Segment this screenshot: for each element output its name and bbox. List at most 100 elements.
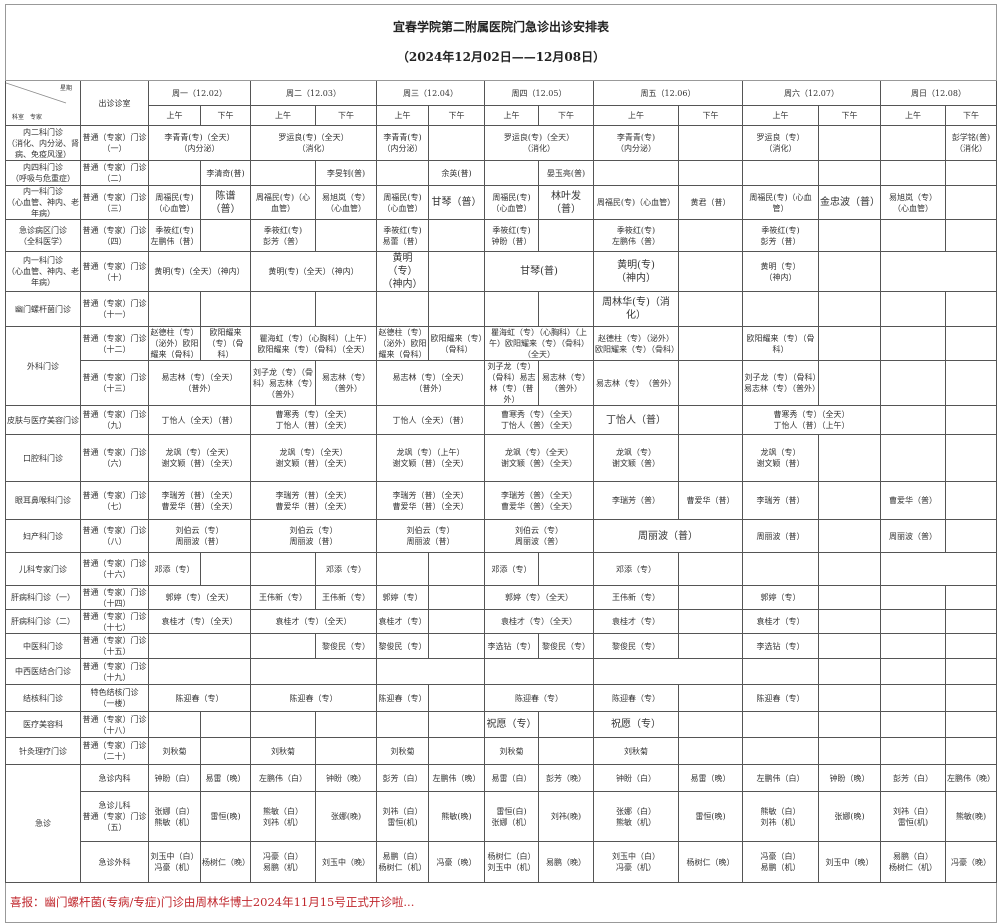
room-cell: 普通（专家）门诊 （七） <box>80 481 149 520</box>
schedule-row: 妇产科门诊 普通（专家）门诊 （八） 刘伯云（专） 周丽波（普） 刘伯云（专） 周丽波… <box>5 519 998 553</box>
schedule-cell: 龙飒（专）（全天） 谢文颖（普）（全天） <box>484 434 594 482</box>
schedule-cell: 雷恒(晚) <box>200 791 251 842</box>
room-cell: 普通（专家）门诊 （十三） <box>80 360 149 406</box>
department-cell: 结核科门诊 <box>5 684 81 712</box>
schedule-cell: 李瑞芳（普）（全天） 曹爱华（普）（全天） <box>376 481 485 520</box>
day-header: 周六（12.07） <box>742 79 881 107</box>
schedule-cell: 张娜(晚) <box>315 791 377 842</box>
pm-header: 下午 <box>200 105 251 126</box>
schedule-cell <box>818 125 881 161</box>
schedule-cell: 熊敏（白） 刘祎（机） <box>250 791 316 842</box>
schedule-cell <box>818 737 881 765</box>
am-header: 上午 <box>742 105 819 126</box>
schedule-cell: 易雷（晚） <box>200 764 251 792</box>
schedule-cell: 龙飒（专） 谢文颖（普） <box>593 434 679 482</box>
day-header-row: 星期 科室 专家 出诊诊室 周一（12.02） 周二（12.03） 周三（12.04… <box>5 79 998 126</box>
footer-row: 喜报：幽门螺杆菌(专病/专症)门诊由周林华博士2024年11月15号正式开诊啦.… <box>4 882 998 923</box>
schedule-cell: 曹寒秀（专）（全天） 丁怡人（普）（全天） <box>250 405 377 435</box>
schedule-cell: 左鹏伟（白） <box>742 764 819 792</box>
schedule-cell: 刘祎（白） 雷恒(机) <box>376 791 429 842</box>
schedule-row: 结核科门诊 特色结核门诊 （一楼） 陈迎春（专） 陈迎春（专） 陈迎春（专） 陈迎春（专）… <box>5 684 998 712</box>
schedule-cell: 龙飒（专）（全天） 谢文颖（普）（全天） <box>148 434 251 482</box>
schedule-cell: 刘秋菊 <box>376 737 429 765</box>
schedule-cell: 周福民(专)（心血管） <box>593 185 679 220</box>
schedule-cell <box>818 481 881 520</box>
schedule-cell <box>678 291 743 327</box>
schedule-cell: 左鹏伟（晚） <box>944 764 998 792</box>
schedule-cell: 刘玉中（晚） <box>818 841 881 883</box>
schedule-cell: 黄明(专)（全天）（神内） <box>250 251 377 292</box>
schedule-cell: 钟盼（白） <box>593 764 679 792</box>
am-header: 上午 <box>376 105 429 126</box>
diagonal-divider <box>6 82 67 104</box>
room-cell: 普通（专家）门诊 （四） <box>80 219 149 252</box>
room-cell: 普通（专家）门诊 （十一） <box>80 291 149 327</box>
schedule-cell <box>593 160 679 186</box>
schedule-cell: 丁怡人（全天）（普） <box>148 405 251 435</box>
schedule-cell: 易志林（专） （普外） <box>593 360 679 406</box>
schedule-cell <box>200 552 251 586</box>
schedule-cell: 杨树仁（白） 刘玉中（机） <box>484 841 539 883</box>
schedule-cell <box>315 737 377 765</box>
schedule-cell: 欧阳耀来（专）（骨科） <box>742 326 819 361</box>
department-cell: 内一科门诊 （心血管、神内、老年病） <box>5 251 81 292</box>
room-cell: 急诊内科 <box>80 764 149 792</box>
schedule-cell <box>944 519 998 553</box>
schedule-cell: 熊敏(晚) <box>428 791 485 842</box>
schedule-cell: 邓添（专） <box>484 552 539 586</box>
schedule-cell: 赵德柱（专）（泌外）欧阳耀来（骨科） <box>148 326 201 361</box>
schedule-cell <box>880 737 946 765</box>
schedule-cell: 陈迎春（专） <box>250 684 377 712</box>
room-cell: 普通（专家）门诊 （九） <box>80 405 149 435</box>
schedule-cell: 冯豪（晚） <box>428 841 485 883</box>
department-cell: 妇产科门诊 <box>5 519 81 553</box>
schedule-cell <box>818 552 881 586</box>
schedule-cell: 李青青(专) （内分泌） <box>376 125 429 161</box>
day-header: 周一（12.02） <box>148 79 251 107</box>
schedule-cell: 黄君（普） <box>678 185 743 220</box>
schedule-cell: 林叶发 （普） <box>538 185 594 220</box>
schedule-cell: 邓添（专） <box>593 552 679 586</box>
schedule-cell <box>428 684 485 712</box>
schedule-cell: 张娜（白） 熊敏（机） <box>593 791 679 842</box>
schedule-cell: 杨树仁（晚） <box>678 841 743 883</box>
department-cell: 口腔科门诊 <box>5 434 81 482</box>
schedule-cell <box>818 326 881 361</box>
schedule-cell <box>200 291 251 327</box>
schedule-cell: 丁怡人（全天）（普） <box>376 405 485 435</box>
schedule-cell <box>944 219 998 252</box>
schedule-cell: 周林华(专)（消化） <box>593 291 679 327</box>
schedule-cell <box>376 658 485 685</box>
schedule-cell <box>818 633 881 659</box>
schedule-cell <box>818 658 881 685</box>
am-header: 上午 <box>484 105 539 126</box>
room-cell: 普通（专家）门诊 （一） <box>80 125 149 161</box>
department-cell: 幽门螺杆菌门诊 <box>5 291 81 327</box>
am-header: 上午 <box>250 105 316 126</box>
schedule-cell <box>678 737 743 765</box>
schedule-cell: 易志林（专）（全天） （普外） <box>148 360 251 406</box>
schedule-cell: 刘祎（白） 雷恒(机) <box>880 791 946 842</box>
schedule-cell: 周福民(专)（心血管） <box>742 185 819 220</box>
schedule-cell: 刘伯云（专） 周丽波（普） <box>250 519 377 553</box>
schedule-cell <box>678 434 743 482</box>
schedule-cell: 周福民(专) （心血管） <box>376 185 429 220</box>
schedule-row: 急诊病区门诊 （全科医学） 普通（专家）门诊 （四） 季筱红(专) 左鹏伟（普） 季筱… <box>5 219 998 252</box>
schedule-cell: 李瑞芳（普） <box>742 481 819 520</box>
day-header: 周日（12.08） <box>879 79 998 107</box>
schedule-cell: 易鹏（白） 杨树仁（机） <box>376 841 429 883</box>
schedule-cell: 易志林（专） （普外） <box>538 360 594 406</box>
department-cell: 眼耳鼻喉科门诊 <box>5 481 81 520</box>
schedule-cell: 陈迎春（专） <box>593 684 679 712</box>
schedule-cell <box>880 219 946 252</box>
am-header: 上午 <box>593 105 679 126</box>
schedule-cell <box>944 658 998 685</box>
department-cell: 医疗美容科 <box>5 711 81 738</box>
schedule-cell <box>250 633 316 659</box>
schedule-cell <box>148 658 251 685</box>
page-subtitle: （2024年12月02日——12月08日） <box>396 50 606 64</box>
schedule-cell <box>818 219 881 252</box>
schedule-cell <box>880 658 946 685</box>
schedule-cell: 陈谱 （普） <box>200 185 251 220</box>
room-cell: 急诊儿科 普通（专家）门诊 （五） <box>80 791 149 842</box>
